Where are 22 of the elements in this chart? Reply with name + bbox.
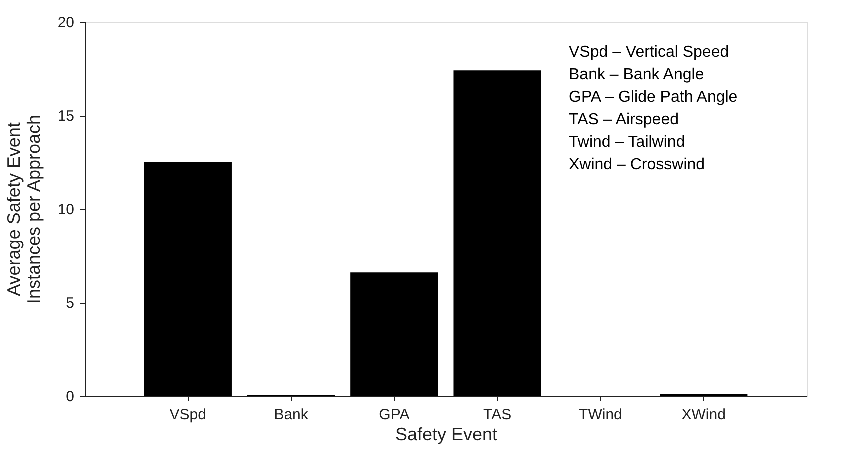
x-tick-label: GPA xyxy=(379,406,410,424)
x-tick-label: TAS xyxy=(484,406,512,424)
y-tick-label: 20 xyxy=(58,14,74,32)
annotation: GPA – Glide Path Angle xyxy=(569,89,738,106)
annotation: Twind – Tailwind xyxy=(569,134,686,151)
annotation: Xwind – Crosswind xyxy=(569,156,706,174)
bar xyxy=(350,272,438,396)
y-tick-label: 10 xyxy=(58,202,74,218)
y-tick-label: 0 xyxy=(66,388,74,406)
bar xyxy=(144,162,232,396)
y-tick-label: 5 xyxy=(66,295,74,312)
x-tick-label: XWind xyxy=(682,406,726,424)
x-tick-label: TWind xyxy=(579,406,622,424)
x-axis-title: Safety Event xyxy=(395,424,498,444)
bar xyxy=(454,70,542,396)
y-tick-label: 15 xyxy=(58,108,74,125)
annotation: VSpd – Vertical Speed xyxy=(569,44,730,61)
annotation: TAS – Airspeed xyxy=(569,112,679,128)
y-axis-title: Average Safety Event Instances per Approach xyxy=(4,114,44,304)
x-tick-label: Bank xyxy=(274,406,309,424)
annotation: Bank – Bank Angle xyxy=(569,66,704,84)
x-tick-label: VSpd xyxy=(170,406,206,424)
